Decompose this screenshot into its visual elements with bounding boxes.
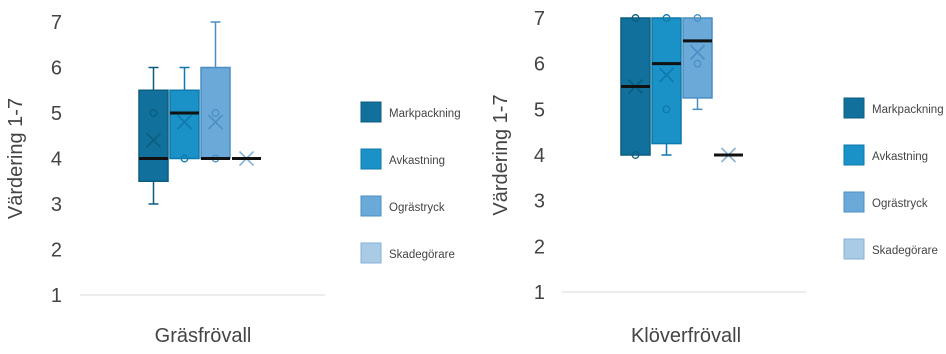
box-skadegörare — [232, 150, 261, 167]
y-tick-label: 1 — [534, 282, 545, 304]
legend-label: Skadegörare — [389, 249, 455, 261]
legend-swatch — [843, 97, 865, 119]
legend-label: Markpackning — [389, 108, 461, 120]
data-point — [631, 14, 640, 22]
legend-swatch — [360, 195, 382, 217]
legend-item-ogrästryck: Ogrästryck — [843, 191, 928, 213]
box-body — [651, 17, 682, 145]
legend-label: Skadegörare — [872, 245, 938, 257]
box-avkastning — [651, 14, 682, 156]
box-body — [138, 89, 169, 182]
data-point — [693, 59, 702, 68]
legend-label: Avkastning — [389, 155, 445, 167]
legend-label: Markpackning — [872, 104, 944, 116]
chart-1: 1 2 3 4 5 6 7 Värdering 1-7 Gräsfrövall Markpackn… — [5, 12, 461, 347]
mean-marker — [176, 114, 193, 130]
y-tick-label: 3 — [534, 191, 545, 213]
legend-label: Ogrästryck — [389, 202, 445, 214]
y-axis-label: Värdering 1-7 — [5, 98, 27, 219]
legend-label: Avkastning — [872, 151, 928, 163]
legend-item-avkastning: Avkastning — [360, 148, 445, 170]
legend-swatch — [843, 238, 865, 260]
legend-label: Ogrästryck — [872, 198, 928, 210]
box-markpackning — [138, 66, 169, 205]
box-ogrästryck — [200, 21, 231, 163]
y-tick-label: 7 — [534, 8, 545, 30]
box-skadegörare — [714, 147, 743, 163]
legend-item-ogrästryck: Ogrästryck — [360, 195, 445, 217]
legend-swatch — [843, 144, 865, 166]
mean-marker — [207, 114, 224, 130]
data-point — [211, 109, 220, 117]
y-tick-label: 4 — [534, 145, 545, 167]
legend-item-markpackning: Markpackning — [843, 97, 944, 119]
data-point — [693, 14, 702, 22]
mean-marker — [658, 67, 675, 83]
y-tick-label: 5 — [51, 103, 62, 125]
x-axis-label: Klöverfrövall — [631, 325, 741, 347]
y-tick-label: 4 — [51, 149, 62, 171]
data-point — [631, 151, 640, 159]
y-tick-label: 2 — [51, 240, 62, 262]
box-body — [169, 89, 200, 160]
y-tick-label: 5 — [534, 99, 545, 121]
y-tick-label: 2 — [534, 236, 545, 258]
x-axis-label: Gräsfrövall — [155, 325, 252, 347]
legend-item-avkastning: Avkastning — [843, 144, 928, 166]
chart-2: 1 2 3 4 5 6 7 Värdering 1-7 Klöverfrövall Markpac… — [490, 8, 944, 347]
y-tick-label: 7 — [51, 12, 62, 34]
legend-swatch — [360, 148, 382, 170]
legend-item-skadegörare: Skadegörare — [843, 238, 938, 260]
data-point — [662, 105, 671, 114]
y-axis-label: Värdering 1-7 — [490, 94, 512, 215]
data-point — [662, 14, 671, 22]
y-tick-label: 6 — [534, 54, 545, 76]
box-body — [200, 66, 231, 160]
data-point — [149, 109, 158, 117]
data-point — [180, 154, 189, 163]
y-tick-label: 3 — [51, 194, 62, 216]
mean-marker — [689, 44, 706, 60]
y-tick-label: 6 — [51, 58, 62, 80]
mean-marker — [145, 132, 162, 148]
legend-swatch — [360, 242, 382, 264]
box-markpackning — [620, 14, 651, 159]
legend-item-skadegörare: Skadegörare — [360, 242, 455, 264]
legend-swatch — [843, 191, 865, 213]
y-tick-label: 1 — [51, 285, 62, 307]
box-ogrästryck — [682, 14, 713, 111]
box-body — [682, 17, 713, 99]
legend-swatch — [360, 101, 382, 123]
legend-item-markpackning: Markpackning — [360, 101, 461, 123]
box-avkastning — [169, 66, 200, 163]
